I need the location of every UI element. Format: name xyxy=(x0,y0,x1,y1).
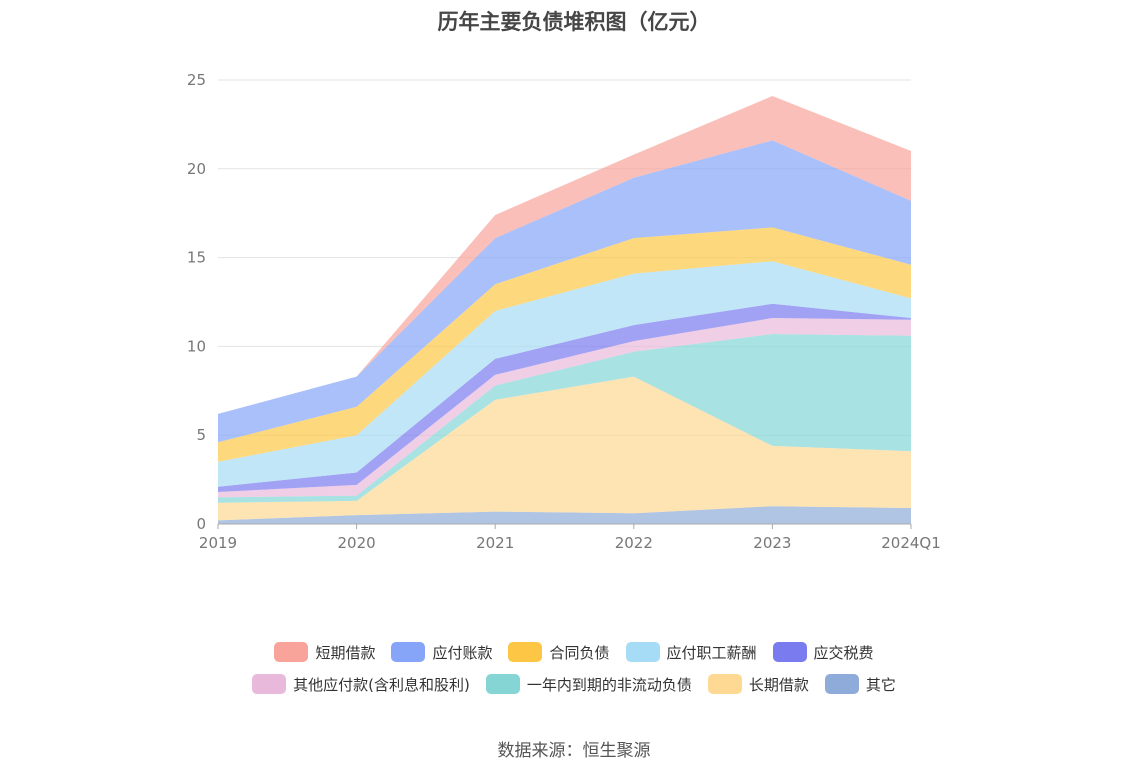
legend-label: 应付职工薪酬 xyxy=(666,643,757,662)
legend-label: 应付账款 xyxy=(432,643,493,662)
legend-item[interactable]: 一年内到期的非流动负债 xyxy=(485,674,692,695)
legend-label: 应交税费 xyxy=(813,643,874,662)
legend-swatch xyxy=(485,674,520,694)
area-series-2 xyxy=(218,334,911,503)
legend-label: 短期借款 xyxy=(315,643,376,662)
legend-item[interactable]: 应付职工薪酬 xyxy=(625,642,757,663)
area-series-4 xyxy=(218,303,911,492)
x-tick-label: 2022 xyxy=(615,534,653,552)
legend-swatch xyxy=(508,642,543,662)
x-tick-label: 2019 xyxy=(199,534,237,552)
y-tick-label: 0 xyxy=(196,515,206,533)
x-tick-label: 2023 xyxy=(753,534,791,552)
y-tick-label: 15 xyxy=(187,249,206,267)
x-tick-label: 2020 xyxy=(338,534,376,552)
y-tick-label: 25 xyxy=(187,71,206,89)
legend-swatch xyxy=(391,642,426,662)
legend-item[interactable]: 应付账款 xyxy=(391,642,492,663)
legend-swatch xyxy=(824,674,859,694)
x-axis: 2019 2020 2021 2022 2023 2024Q1 xyxy=(199,523,941,552)
legend-item[interactable]: 其它 xyxy=(824,674,896,695)
legend-row-2: 其他应付款(含利息和股利) 一年内到期的非流动负债 长期借款 其它 xyxy=(0,668,1148,700)
legend-item[interactable]: 应交税费 xyxy=(772,642,874,663)
legend-swatch xyxy=(252,674,287,694)
data-source: 数据来源：恒生聚源 xyxy=(497,741,651,761)
legend-row-1: 短期借款 应付账款 合同负债 应付职工薪酬 应交税费 xyxy=(0,636,1148,668)
area-series xyxy=(218,96,911,524)
chart-title: 历年主要负债堆积图（亿元） xyxy=(437,10,711,34)
legend-label: 其它 xyxy=(865,675,896,694)
legend-swatch xyxy=(274,642,309,662)
legend-item[interactable]: 其他应付款(含利息和股利) xyxy=(252,674,470,695)
y-tick-label: 5 xyxy=(196,426,206,444)
legend-swatch xyxy=(707,674,742,694)
y-axis: 0 5 10 15 20 25 xyxy=(187,71,206,533)
area-series-7 xyxy=(218,140,911,443)
legend-item[interactable]: 合同负债 xyxy=(508,642,610,663)
legend-item[interactable]: 短期借款 xyxy=(274,642,375,663)
legend-label: 长期借款 xyxy=(748,675,809,694)
x-tick-label: 2021 xyxy=(476,534,514,552)
area-series-6 xyxy=(218,227,911,462)
legend-label: 一年内到期的非流动负债 xyxy=(526,675,692,694)
legend-label: 合同负债 xyxy=(549,643,610,662)
legend-swatch xyxy=(625,642,660,662)
area-series-8 xyxy=(218,96,911,414)
area-series-5 xyxy=(218,261,911,487)
legend-item[interactable]: 长期借款 xyxy=(707,674,809,695)
stacked-area-chart: 2019 2020 2021 2022 2023 2024Q1 0 5 10 15 20 25 xyxy=(187,71,941,552)
area-series-0 xyxy=(218,506,911,524)
legend-label: 其他应付款(含利息和股利) xyxy=(293,675,470,694)
y-tick-label: 10 xyxy=(187,337,206,355)
x-tick-label: 2024Q1 xyxy=(881,534,941,552)
y-tick-label: 20 xyxy=(187,160,206,178)
legend-swatch xyxy=(772,642,807,662)
legend: 短期借款 应付账款 合同负债 应付职工薪酬 应交税费 其他应付款(含利息和股利) 一年内到… xyxy=(0,636,1148,700)
area-series-1 xyxy=(218,376,911,521)
